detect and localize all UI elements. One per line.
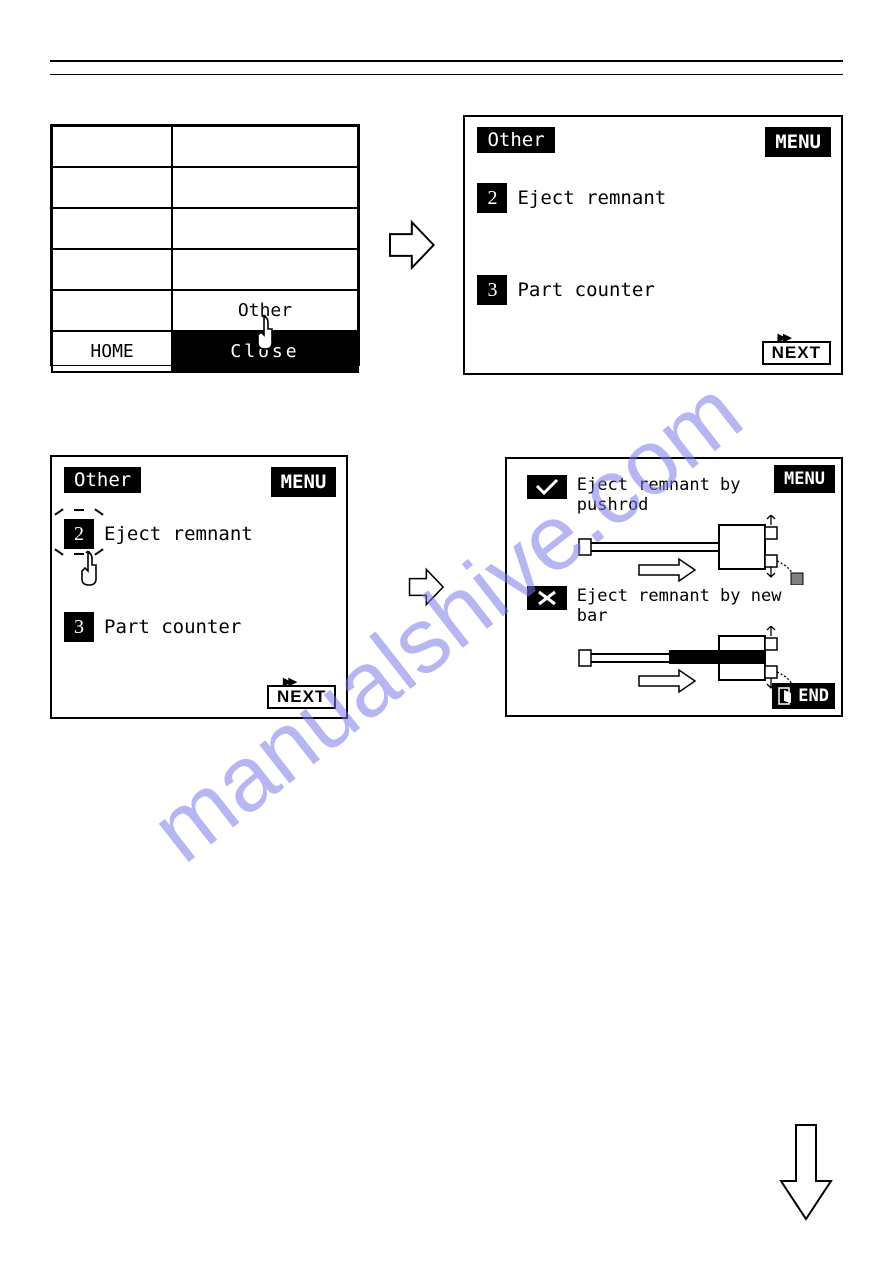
menu-grid-table: Other HOME Close [51, 125, 359, 373]
grid-cell[interactable] [172, 167, 358, 208]
item-number-box: 2 [64, 519, 94, 549]
title-bar: Other [64, 467, 141, 493]
option-eject-by-newbar[interactable]: Eject remnant by new bar [527, 586, 821, 626]
grid-cell[interactable] [52, 208, 172, 249]
menu-item-eject-remnant[interactable]: 2 Eject remnant [477, 183, 829, 213]
menu-button[interactable]: MENU [774, 465, 835, 493]
pointer-hand-icon [72, 549, 106, 591]
item-number-box: 3 [477, 275, 507, 305]
pointer-hand-icon [248, 313, 282, 355]
item-label: Part counter [104, 616, 241, 638]
grid-cell[interactable] [52, 167, 172, 208]
cross-icon [527, 586, 567, 610]
screen-c-select-eject: Other MENU 2 Eject remnant 3 Part counte… [50, 455, 348, 719]
title-bar: Other [477, 127, 554, 153]
menu-item-eject-remnant[interactable]: 2 Eject remnant [64, 519, 334, 549]
grid-cell[interactable] [172, 208, 358, 249]
next-button[interactable]: ▶▶ NEXT [762, 341, 831, 365]
grid-cell[interactable] [172, 126, 358, 167]
arrow-right-icon [388, 216, 436, 274]
menu-button[interactable]: MENU [765, 127, 831, 157]
menu-item-part-counter[interactable]: 3 Part counter [64, 612, 334, 642]
next-label: NEXT [277, 687, 326, 706]
next-label: NEXT [772, 343, 821, 362]
next-button[interactable]: ▶▶ NEXT [267, 685, 336, 709]
flashing-number-wrap: 2 [64, 519, 94, 549]
arrow-right-icon [408, 558, 445, 616]
grid-cell[interactable] [52, 126, 172, 167]
end-label: END [798, 686, 829, 706]
item-number-box: 2 [477, 183, 507, 213]
grid-cell[interactable] [172, 249, 358, 290]
screen-d-eject-options: MENU Eject remnant by pushrod [505, 457, 843, 717]
other-cell[interactable]: Other [172, 290, 358, 331]
end-button[interactable]: END [772, 683, 835, 709]
grid-cell[interactable] [52, 290, 172, 331]
check-icon [527, 475, 567, 499]
home-cell[interactable]: HOME [52, 331, 172, 372]
grid-cell[interactable] [52, 249, 172, 290]
item-label: Part counter [517, 279, 654, 301]
menu-item-part-counter[interactable]: 3 Part counter [477, 275, 829, 305]
row-1: Other HOME Close Other MENU 2 [50, 115, 843, 375]
eject-by-pushrod-diagram [569, 515, 829, 585]
rule-bottom [50, 74, 843, 75]
row-2: Other MENU 2 Eject remnant 3 Part counte… [50, 455, 843, 719]
item-number-box: 3 [64, 612, 94, 642]
option-label: Eject remnant by new bar [577, 586, 821, 626]
arrow-down-icon [779, 1123, 833, 1223]
screen-b-other-menu: Other MENU 2 Eject remnant 3 Part counte… [463, 115, 843, 375]
screen-a-menu-grid: Other HOME Close [50, 124, 360, 366]
item-label: Eject remnant [104, 523, 253, 545]
item-label: Eject remnant [517, 187, 666, 209]
menu-button[interactable]: MENU [271, 467, 337, 497]
rule-top [50, 60, 843, 62]
exit-icon [778, 687, 794, 705]
